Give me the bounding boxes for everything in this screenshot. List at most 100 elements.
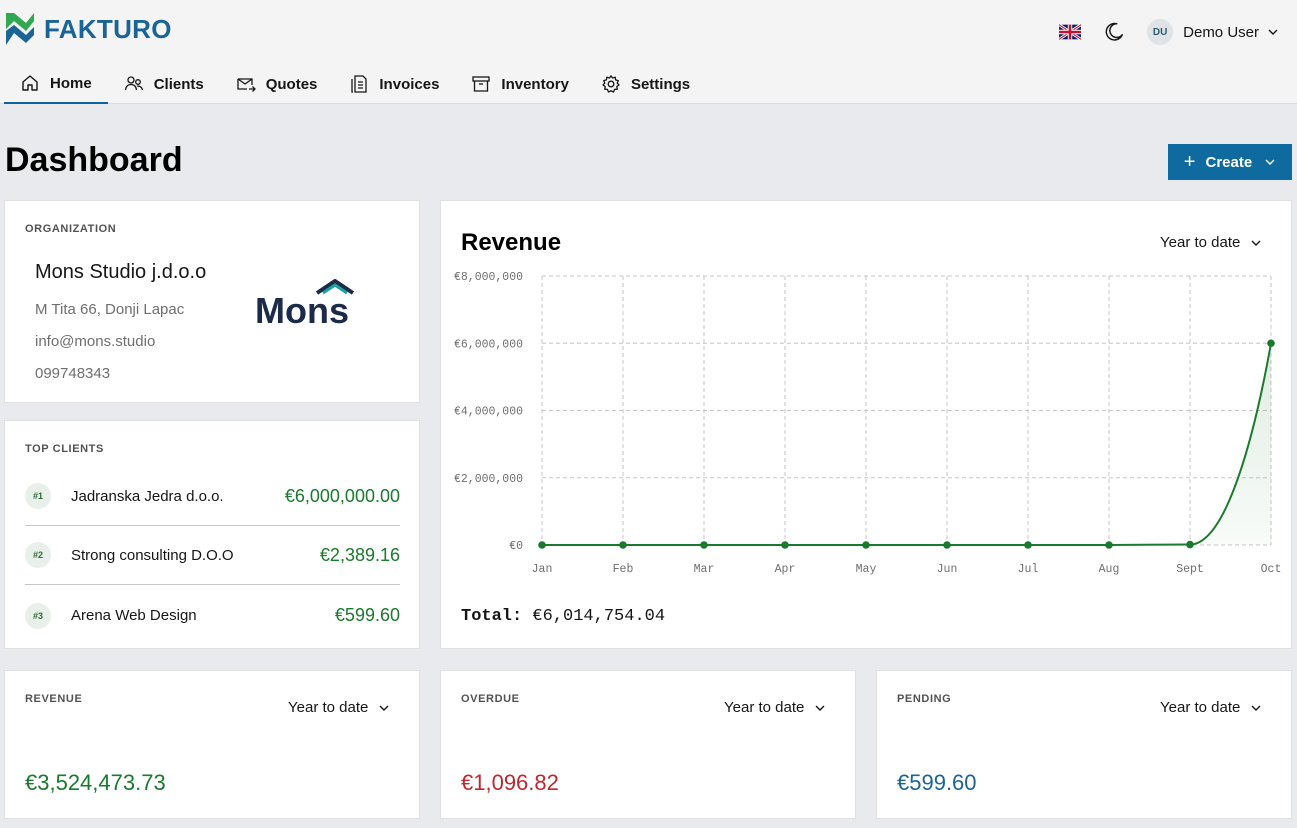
data-point bbox=[1186, 540, 1194, 549]
kpi-card-pending: PENDING Year to date €599.60 bbox=[876, 670, 1292, 819]
rank-badge: #2 bbox=[25, 542, 51, 568]
kpi-card-overdue: OVERDUE Year to date €1,096.82 bbox=[440, 670, 856, 819]
y-tick-label: €4,000,000 bbox=[454, 406, 523, 419]
chevron-down-icon bbox=[1251, 240, 1261, 246]
client-name: Jadranska Jedra d.o.o. bbox=[71, 487, 224, 505]
moon-icon[interactable] bbox=[1103, 21, 1125, 43]
x-tick-label: Jan bbox=[532, 563, 553, 576]
period-label: Year to date bbox=[724, 699, 805, 716]
top-clients-card: TOP CLIENTS #1 Jadranska Jedra d.o.o. €6… bbox=[4, 420, 420, 649]
organization-email: info@mons.studio bbox=[35, 333, 156, 350]
nav-item-settings[interactable]: Settings bbox=[585, 64, 706, 104]
period-dropdown[interactable]: Year to date bbox=[1160, 699, 1262, 716]
y-tick-label: €8,000,000 bbox=[454, 271, 523, 284]
users-icon bbox=[124, 76, 143, 91]
organization-name: Mons Studio j.d.o.o bbox=[35, 261, 207, 283]
x-tick-label: Feb bbox=[613, 563, 634, 576]
list-item[interactable]: #1 Jadranska Jedra d.o.o. €6,000,000.00 bbox=[25, 467, 400, 526]
nav-label: Settings bbox=[630, 75, 691, 93]
nav-label: Inventory bbox=[501, 75, 569, 93]
list-item[interactable]: #2 Strong consulting D.O.O €2,389.16 bbox=[25, 526, 400, 585]
app-logo[interactable]: FAKTURO bbox=[4, 11, 172, 47]
fakturo-logo-icon bbox=[6, 13, 34, 45]
x-tick-label: Jun bbox=[937, 563, 958, 576]
data-point bbox=[538, 541, 546, 549]
data-point bbox=[1105, 541, 1113, 549]
chart-title: Revenue bbox=[461, 229, 562, 256]
y-tick-label: €2,000,000 bbox=[454, 473, 523, 486]
chart-total-label: Total: bbox=[461, 607, 523, 626]
client-name: Strong consulting D.O.O bbox=[71, 546, 234, 564]
x-tick-label: Sept bbox=[1176, 563, 1204, 576]
y-tick-label: €6,000,000 bbox=[454, 338, 523, 351]
x-tick-label: Aug bbox=[1099, 563, 1120, 576]
top-bar: FAKTURO DU Demo User Home Clients bbox=[0, 0, 1297, 104]
client-name: Arena Web Design bbox=[71, 607, 197, 624]
rank-badge: #1 bbox=[25, 483, 51, 509]
chevron-down-icon bbox=[1251, 705, 1261, 711]
x-tick-label: Oct bbox=[1261, 563, 1282, 576]
kpi-value: €599.60 bbox=[897, 770, 977, 795]
page-title: Dashboard bbox=[5, 141, 183, 179]
y-tick-label: €0 bbox=[509, 540, 523, 553]
card-label: TOP CLIENTS bbox=[25, 443, 104, 455]
organization-address: M Tita 66, Donji Lapac bbox=[35, 301, 185, 318]
app-name: FAKTURO bbox=[44, 13, 172, 44]
period-dropdown[interactable]: Year to date bbox=[288, 699, 390, 716]
card-label: OVERDUE bbox=[461, 693, 520, 705]
kpi-value: €1,096.82 bbox=[461, 770, 559, 795]
series-line bbox=[542, 343, 1272, 546]
uk-flag-icon[interactable] bbox=[1059, 24, 1082, 40]
nav-label: Quotes bbox=[265, 75, 318, 93]
user-name: Demo User bbox=[1183, 23, 1259, 41]
client-amount: €2,389.16 bbox=[319, 544, 400, 565]
nav-item-home[interactable]: Home bbox=[4, 64, 108, 104]
revenue-chart-card: €0 €2,000,000 €4,000,000 €6,000,000 €8,000,0… bbox=[440, 200, 1292, 649]
list-item[interactable]: #3 Arena Web Design €599.60 bbox=[25, 586, 400, 645]
organization-card: ORGANIZATION Mons Studio j.d.o.o M Tita … bbox=[4, 200, 420, 403]
data-point bbox=[1024, 541, 1032, 549]
data-point bbox=[619, 541, 627, 549]
gear-icon bbox=[602, 75, 620, 93]
nav-item-clients[interactable]: Clients bbox=[108, 64, 220, 104]
x-tick-label: May bbox=[856, 563, 877, 576]
chevron-down-icon bbox=[815, 705, 825, 711]
nav-item-invoices[interactable]: Invoices bbox=[333, 64, 455, 104]
revenue-chart: €0 €2,000,000 €4,000,000 €6,000,000 €8,000,0… bbox=[454, 271, 1282, 576]
x-tick-label: Jul bbox=[1018, 563, 1039, 576]
data-point bbox=[943, 541, 951, 549]
avatar: DU bbox=[1147, 19, 1174, 45]
user-menu[interactable]: DU Demo User bbox=[1147, 19, 1279, 45]
chevron-down-icon bbox=[1268, 29, 1278, 35]
create-label: Create bbox=[1205, 153, 1253, 171]
chart-total-value: €6,014,754.04 bbox=[532, 607, 666, 626]
home-icon bbox=[22, 75, 38, 91]
period-dropdown[interactable]: Year to date bbox=[724, 699, 826, 716]
client-amount: €599.60 bbox=[334, 605, 400, 625]
data-point bbox=[700, 541, 708, 549]
create-button[interactable]: + Create bbox=[1168, 144, 1292, 180]
period-label: Year to date bbox=[1160, 699, 1241, 716]
chart-total: Total: €6,014,754.04 bbox=[461, 607, 665, 626]
nav-item-quotes[interactable]: Quotes bbox=[220, 64, 334, 104]
card-label: REVENUE bbox=[25, 693, 83, 705]
kpi-card-revenue: REVENUE Year to date €3,524,473.73 bbox=[4, 670, 420, 819]
x-tick-label: Mar bbox=[694, 563, 715, 576]
period-label: Year to date bbox=[288, 699, 369, 716]
archive-icon bbox=[472, 76, 491, 92]
rank-badge: #3 bbox=[25, 602, 51, 629]
client-amount: €6,000,000.00 bbox=[284, 485, 400, 506]
nav-item-inventory[interactable]: Inventory bbox=[455, 64, 585, 104]
main-nav: Home Clients Quotes Invoices Inventory S… bbox=[4, 64, 706, 104]
card-label: ORGANIZATION bbox=[25, 223, 117, 235]
organization-logo: Mons bbox=[255, 279, 355, 329]
mail-send-icon bbox=[237, 78, 256, 92]
chevron-down-icon bbox=[1265, 159, 1275, 165]
organization-logo-text: Mons bbox=[255, 290, 349, 329]
data-point bbox=[781, 541, 789, 549]
document-icon bbox=[351, 75, 368, 93]
series-area bbox=[542, 343, 1271, 545]
period-label: Year to date bbox=[1160, 234, 1241, 251]
organization-phone: 099748343 bbox=[35, 365, 111, 382]
period-dropdown[interactable]: Year to date bbox=[1160, 234, 1262, 251]
